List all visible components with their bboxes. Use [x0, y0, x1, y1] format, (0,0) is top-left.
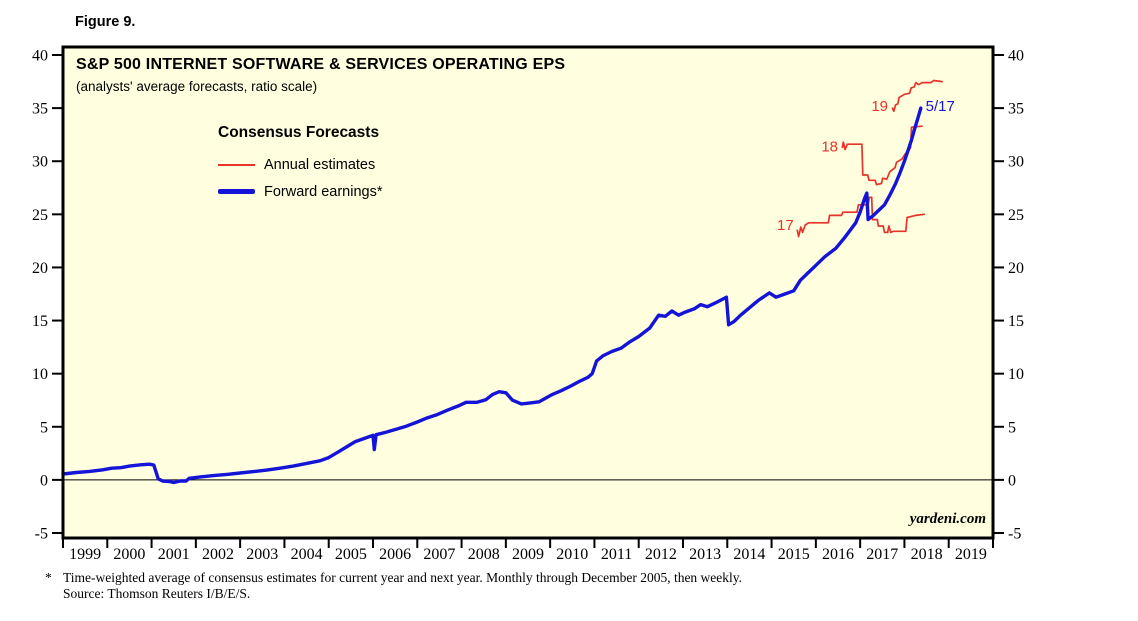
y-tick-label-left: 5 — [40, 419, 48, 436]
y-tick-label-right: 5 — [1008, 419, 1016, 436]
footnote-marker: * — [45, 570, 52, 585]
legend-title: Consensus Forecasts — [218, 124, 380, 141]
x-tick-label: 2001 — [158, 546, 190, 563]
y-tick-label-right: 40 — [1008, 48, 1024, 65]
x-tick-label: 2006 — [379, 546, 411, 563]
annotation-18: 18 — [821, 138, 838, 155]
watermark: yardeni.com — [909, 511, 986, 527]
x-tick-label: 2019 — [955, 546, 987, 563]
footnote-source: Source: Thomson Reuters I/B/E/S. — [63, 586, 251, 601]
y-tick-label-left: 15 — [32, 313, 48, 330]
y-tick-label-right: 20 — [1008, 260, 1024, 277]
x-tick-label: 2000 — [113, 546, 145, 563]
footnote-line-1: * Time-weighted average of consensus est… — [45, 570, 742, 586]
annotation-5-17: 5/17 — [926, 98, 955, 115]
footnote: * Time-weighted average of consensus est… — [45, 570, 742, 602]
legend-item-forward-earnings: Forward earnings* — [218, 178, 382, 205]
x-tick-label: 2002 — [202, 546, 234, 563]
y-tick-label-right: -5 — [1008, 526, 1021, 543]
x-tick-label: 2011 — [601, 546, 632, 563]
forward-earnings-line-swatch — [218, 189, 255, 194]
y-tick-label-left: 30 — [32, 154, 48, 171]
x-tick-label: 1999 — [69, 546, 101, 563]
x-tick-label: 2018 — [911, 546, 943, 563]
series-forward-earnings — [61, 106, 923, 485]
chart-title: S&P 500 INTERNET SOFTWARE & SERVICES OPE… — [76, 56, 566, 73]
y-tick-label-right: 25 — [1008, 207, 1024, 224]
footnote-text: Time-weighted average of consensus estim… — [63, 570, 743, 585]
y-tick-label-left: 20 — [32, 260, 48, 277]
y-tick-label-left: 0 — [40, 472, 48, 489]
x-tick-label: 2015 — [778, 546, 810, 563]
y-tick-label-right: 10 — [1008, 366, 1024, 383]
x-tick-label: 2014 — [733, 546, 765, 563]
y-tick-label-right: 0 — [1008, 472, 1016, 489]
x-tick-label: 2013 — [689, 546, 721, 563]
x-tick-label: 2004 — [291, 546, 323, 563]
x-tick-label: 2005 — [335, 546, 367, 563]
x-tick-label: 2003 — [246, 546, 278, 563]
plot-frame — [61, 45, 995, 540]
x-tick-label: 2010 — [556, 546, 588, 563]
figure-label: Figure 9. — [75, 14, 136, 30]
y-tick-label-right: 35 — [1008, 101, 1024, 118]
annotation-17: 17 — [777, 217, 794, 234]
y-tick-label-right: 15 — [1008, 313, 1024, 330]
x-tick-label: 2012 — [645, 546, 677, 563]
x-tick-label: 2017 — [866, 546, 898, 563]
legend-item-annual-estimates: Annual estimates — [218, 151, 382, 178]
chart-subtitle: (analysts' average forecasts, ratio scal… — [76, 79, 318, 94]
x-tick-label: 2009 — [512, 546, 544, 563]
y-tick-label-left: 25 — [32, 207, 48, 224]
y-tick-label-left: 40 — [32, 48, 48, 65]
legend: Consensus Forecasts Annual estimates For… — [218, 124, 382, 205]
annotation-19: 19 — [871, 98, 888, 115]
annual-estimates-line-swatch — [218, 163, 255, 166]
series-annual-estimate-2019 — [891, 79, 943, 113]
x-tick-label: 2008 — [468, 546, 500, 563]
plot-background — [63, 47, 993, 538]
legend-item-label: Annual estimates — [264, 156, 376, 173]
y-tick-label-left: -5 — [35, 526, 48, 543]
x-tick-label: 2016 — [822, 546, 854, 563]
series-annual-estimate-2017 — [796, 196, 926, 238]
x-tick-label: 2007 — [423, 546, 455, 563]
y-tick-label-left: 35 — [32, 101, 48, 118]
y-tick-label-left: 10 — [32, 366, 48, 383]
y-tick-label-right: 30 — [1008, 154, 1024, 171]
legend-item-label: Forward earnings* — [264, 183, 383, 200]
